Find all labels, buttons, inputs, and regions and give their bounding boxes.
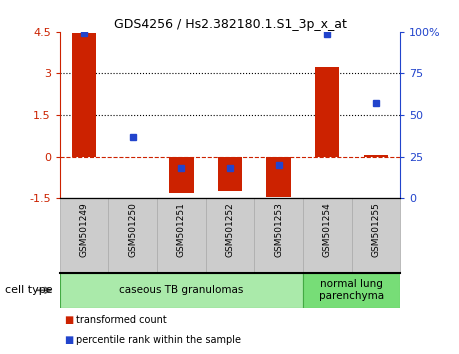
Text: GSM501252: GSM501252 [225,202,234,257]
Bar [302,198,351,273]
Bar [314,67,339,156]
Text: GSM501250: GSM501250 [128,202,137,257]
Text: GSM501253: GSM501253 [274,202,282,257]
Text: GSM501249: GSM501249 [79,202,89,257]
Bar [302,273,399,308]
Bar [60,273,302,308]
Text: percentile rank within the sample: percentile rank within the sample [76,335,241,345]
Text: GSM501251: GSM501251 [177,202,185,257]
Text: GSM501255: GSM501255 [370,202,380,257]
Bar [351,198,399,273]
Bar [157,198,205,273]
Bar [108,198,157,273]
Text: transformed count: transformed count [76,315,166,325]
Bar [120,156,145,157]
Text: caseous TB granulomas: caseous TB granulomas [119,285,243,295]
Title: GDS4256 / Hs2.382180.1.S1_3p_x_at: GDS4256 / Hs2.382180.1.S1_3p_x_at [113,18,346,31]
Text: ■: ■ [64,315,73,325]
Text: GSM501254: GSM501254 [322,202,331,257]
Bar [60,198,108,273]
Bar [205,198,254,273]
Bar [218,156,241,191]
Text: ■: ■ [64,335,73,345]
Text: normal lung
parenchyma: normal lung parenchyma [318,279,383,301]
Bar [363,155,387,156]
Bar [266,156,290,197]
Bar [169,156,193,193]
Bar [72,33,96,156]
Text: cell type: cell type [5,285,52,295]
Bar [254,198,302,273]
